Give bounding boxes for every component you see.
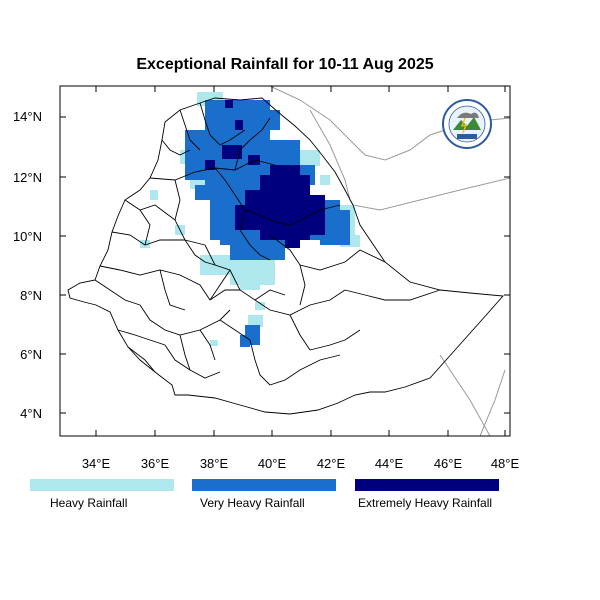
meteorology-agency-logo-icon xyxy=(442,99,492,149)
map-frame xyxy=(59,85,511,437)
legend-swatch-extreme xyxy=(355,479,499,491)
legend-label-heavy: Heavy Rainfall xyxy=(50,496,128,510)
rain-cell xyxy=(305,195,325,235)
rainfall-raster xyxy=(140,92,360,347)
x-tick-label: 40°E xyxy=(258,456,287,471)
legend-swatch-heavy xyxy=(30,479,174,491)
y-tick-label: 6°N xyxy=(20,347,42,362)
rain-cell xyxy=(240,335,250,347)
legend-label-extreme: Extremely Heavy Rainfall xyxy=(358,496,493,510)
map-content xyxy=(67,86,510,436)
rain-cell xyxy=(260,175,310,240)
rain-cell xyxy=(285,240,300,248)
rain-cell xyxy=(255,302,265,310)
y-tick-label: 12°N xyxy=(13,170,42,185)
map-title: Exceptional Rainfall for 10-11 Aug 2025 xyxy=(136,56,434,73)
x-tick-label: 44°E xyxy=(375,456,404,471)
rain-cell xyxy=(240,280,260,290)
y-tick-label: 8°N xyxy=(20,288,42,303)
y-tick-label: 14°N xyxy=(13,109,42,124)
rain-cell xyxy=(235,205,255,230)
rain-cell xyxy=(195,185,215,200)
rain-cell xyxy=(210,340,218,346)
rain-cell xyxy=(270,110,280,130)
rain-cell xyxy=(248,315,263,327)
legend-label-very-heavy: Very Heavy Rainfall xyxy=(200,496,305,510)
x-tick-label: 38°E xyxy=(200,456,229,471)
x-tick-labels: 34°E 36°E 38°E 40°E 42°E 44°E 46°E 48°E xyxy=(82,456,520,471)
x-tick-label: 48°E xyxy=(491,456,520,471)
y-tick-labels: 14°N 12°N 10°N 8°N 6°N 4°N xyxy=(13,109,42,421)
rain-cell xyxy=(230,100,250,115)
ethiopia-boundaries xyxy=(67,97,504,415)
x-tick-label: 36°E xyxy=(141,456,170,471)
rain-cell xyxy=(150,190,158,200)
x-tick-label: 46°E xyxy=(434,456,463,471)
rain-cell xyxy=(270,165,300,180)
rain-cell xyxy=(320,175,330,185)
y-tick-label: 10°N xyxy=(13,229,42,244)
rain-cell xyxy=(205,160,215,170)
rain-cell xyxy=(225,100,233,108)
rain-cell xyxy=(235,120,243,130)
x-tick-label: 42°E xyxy=(317,456,346,471)
legend-swatch-very-heavy xyxy=(192,479,336,491)
x-tick-label: 34°E xyxy=(82,456,111,471)
y-tick-label: 4°N xyxy=(20,406,42,421)
country-outline xyxy=(67,97,504,415)
rain-cell xyxy=(222,145,242,159)
axis-ticks xyxy=(60,86,510,436)
